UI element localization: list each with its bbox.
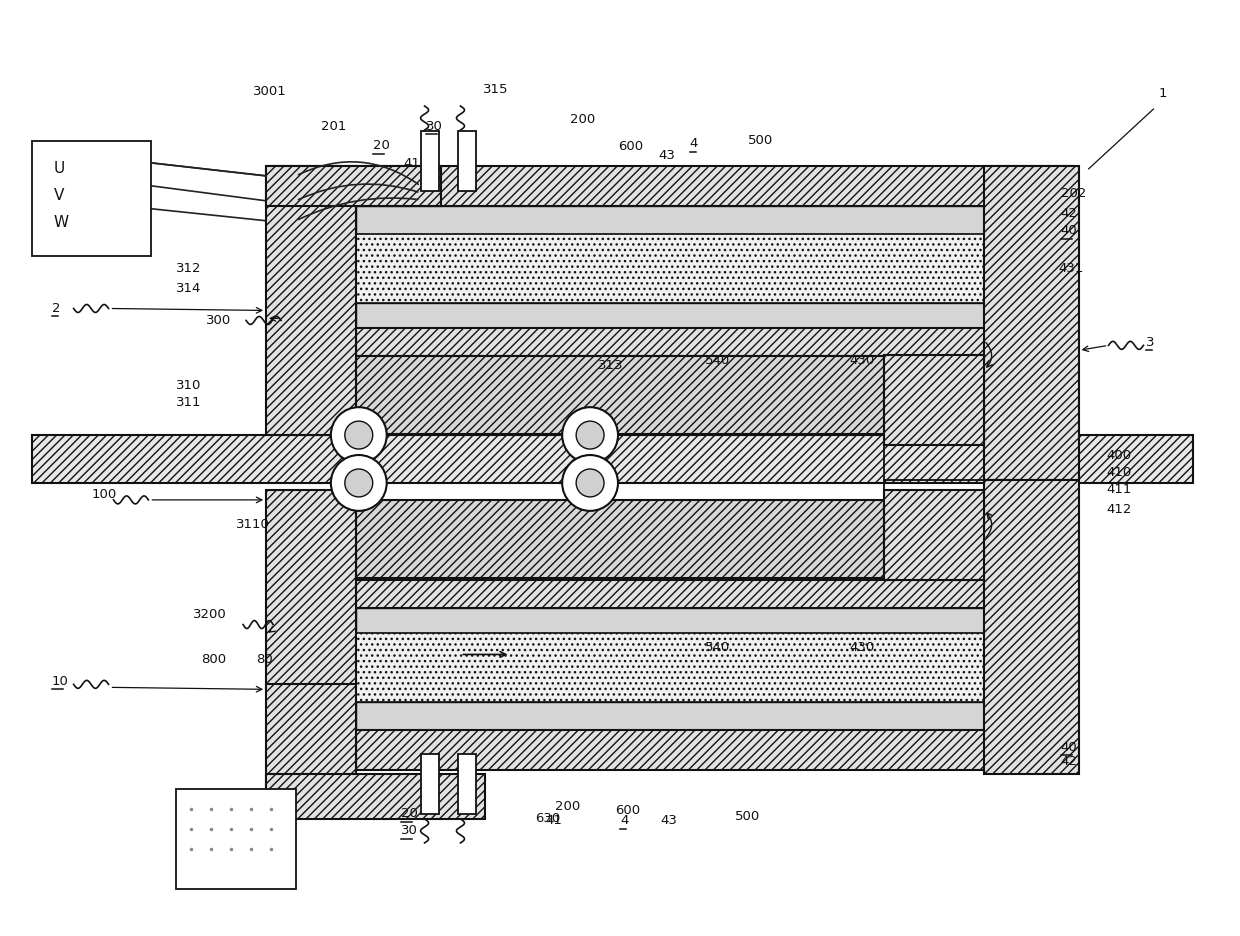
Text: 500: 500: [734, 811, 760, 824]
Text: W: W: [53, 215, 68, 230]
Text: 400: 400: [1106, 448, 1132, 461]
Text: 201: 201: [321, 120, 346, 133]
Text: 540: 540: [704, 641, 730, 654]
Circle shape: [562, 455, 618, 511]
Text: 30: 30: [425, 120, 443, 133]
Text: 3200: 3200: [193, 608, 227, 622]
Text: 540: 540: [704, 354, 730, 367]
Bar: [356, 357, 884, 434]
Text: 2: 2: [52, 302, 61, 315]
Bar: [459, 131, 476, 191]
Circle shape: [331, 455, 387, 511]
Text: U: U: [53, 161, 64, 176]
Bar: [884, 490, 983, 579]
Text: 431: 431: [1059, 262, 1084, 275]
Bar: [356, 500, 884, 578]
Text: 600: 600: [615, 804, 640, 817]
Circle shape: [345, 469, 373, 497]
Text: 3001: 3001: [253, 84, 286, 97]
Bar: [356, 329, 1074, 357]
Text: 42: 42: [1060, 207, 1078, 220]
Bar: [356, 607, 1074, 633]
Text: 800: 800: [201, 653, 227, 665]
Text: 30: 30: [401, 825, 418, 838]
Text: 4: 4: [620, 814, 629, 827]
Bar: [356, 303, 1074, 329]
Bar: [32, 141, 151, 256]
Bar: [267, 684, 356, 789]
Text: 20: 20: [401, 808, 418, 821]
Text: 202: 202: [1060, 187, 1086, 200]
Text: 311: 311: [176, 396, 202, 409]
Text: 412: 412: [1106, 504, 1132, 517]
Text: 20: 20: [373, 139, 389, 153]
Bar: [32, 435, 1193, 483]
Text: 40: 40: [1060, 225, 1078, 237]
Circle shape: [577, 469, 604, 497]
Bar: [356, 702, 1074, 730]
Circle shape: [345, 421, 373, 449]
Bar: [884, 356, 983, 446]
Text: 300: 300: [206, 314, 232, 327]
Bar: [356, 730, 1074, 770]
Bar: [267, 774, 485, 819]
Text: 10: 10: [52, 675, 68, 688]
Circle shape: [577, 421, 604, 449]
Text: 42: 42: [1060, 754, 1078, 768]
Text: 411: 411: [1106, 483, 1132, 496]
Text: 43: 43: [660, 814, 677, 827]
Bar: [356, 206, 1074, 234]
Bar: [267, 166, 440, 206]
Text: 100: 100: [92, 489, 117, 502]
Bar: [267, 490, 356, 689]
Text: 41: 41: [546, 814, 562, 827]
Text: 313: 313: [598, 358, 624, 372]
Text: 3110: 3110: [236, 519, 270, 532]
Circle shape: [331, 407, 387, 463]
Text: 500: 500: [748, 135, 773, 148]
Text: 430: 430: [849, 354, 874, 367]
Text: 410: 410: [1106, 466, 1132, 479]
Text: 41: 41: [404, 157, 420, 170]
Bar: [983, 480, 1079, 774]
Text: V: V: [53, 188, 64, 203]
Text: 1: 1: [1158, 87, 1167, 99]
Circle shape: [562, 407, 618, 463]
Bar: [420, 131, 439, 191]
Bar: [356, 579, 1074, 607]
Text: 630: 630: [536, 812, 560, 826]
Bar: [420, 754, 439, 814]
Bar: [176, 789, 296, 889]
Bar: [356, 166, 1074, 206]
Text: 310: 310: [176, 379, 202, 392]
Text: 80: 80: [257, 653, 273, 665]
Bar: [983, 166, 1079, 480]
Text: 200: 200: [556, 800, 580, 813]
Text: 4: 4: [689, 138, 698, 151]
Text: 312: 312: [176, 262, 202, 275]
Text: 600: 600: [618, 140, 644, 154]
Text: 43: 43: [658, 150, 675, 163]
Text: 3: 3: [1147, 336, 1154, 349]
Text: 40: 40: [1060, 740, 1078, 753]
Bar: [356, 633, 1074, 702]
Bar: [459, 754, 476, 814]
Text: 430: 430: [849, 641, 874, 654]
Bar: [356, 234, 1074, 303]
Text: 315: 315: [484, 82, 508, 95]
Bar: [267, 166, 356, 435]
Text: 314: 314: [176, 282, 202, 295]
Text: 200: 200: [570, 112, 595, 125]
